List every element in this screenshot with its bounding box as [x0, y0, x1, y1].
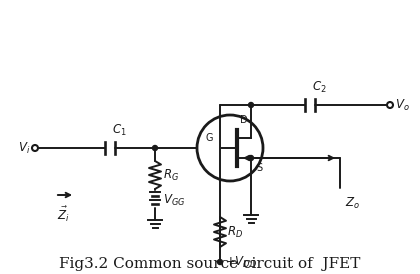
- Text: $R_D$: $R_D$: [227, 224, 243, 239]
- Circle shape: [249, 156, 254, 161]
- Text: S: S: [256, 163, 262, 173]
- Circle shape: [152, 145, 158, 150]
- Circle shape: [387, 102, 393, 108]
- Text: $V_i$: $V_i$: [18, 141, 30, 156]
- Text: $\vec{Z_i}$: $\vec{Z_i}$: [57, 205, 69, 224]
- Text: $+V_{DD}$: $+V_{DD}$: [225, 255, 257, 270]
- Text: $R_G$: $R_G$: [163, 167, 179, 182]
- Text: D: D: [240, 115, 248, 125]
- Text: $V_o$: $V_o$: [395, 98, 409, 113]
- Text: $Z_o$: $Z_o$: [345, 196, 360, 211]
- Text: G: G: [205, 133, 213, 143]
- Text: Fig3.2 Common source circuit of  JFET: Fig3.2 Common source circuit of JFET: [59, 257, 361, 271]
- Text: $C_2$: $C_2$: [312, 80, 327, 95]
- Circle shape: [249, 102, 254, 107]
- Circle shape: [218, 259, 223, 264]
- Circle shape: [32, 145, 38, 151]
- Text: $V_{GG}$: $V_{GG}$: [163, 192, 185, 207]
- Text: $C_1$: $C_1$: [112, 123, 127, 138]
